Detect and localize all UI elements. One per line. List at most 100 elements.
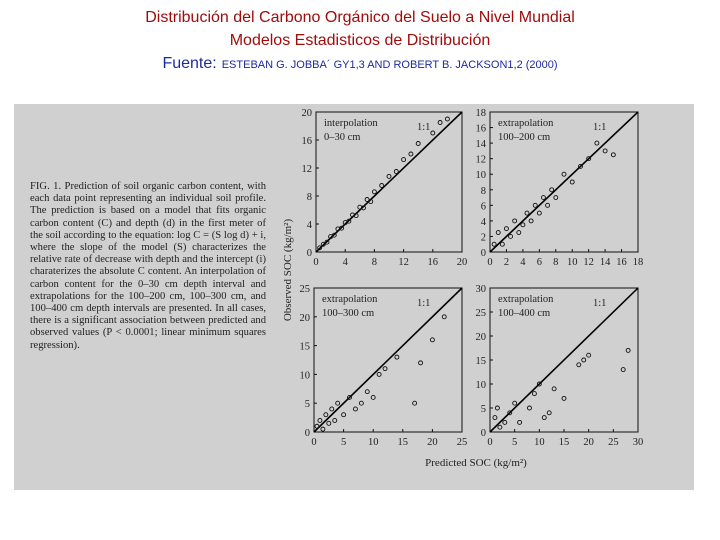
data-point: [581, 357, 587, 363]
x-tick-label: 4: [343, 257, 349, 268]
data-point: [577, 163, 583, 169]
y-tick-label: 20: [476, 332, 487, 343]
data-point: [492, 415, 498, 421]
data-point: [620, 367, 626, 373]
data-point: [499, 241, 505, 247]
y-tick-label: 16: [302, 136, 313, 147]
y-tick-label: 16: [476, 124, 487, 135]
y-tick-label: 10: [476, 170, 487, 181]
data-point: [553, 195, 559, 201]
data-point: [370, 394, 376, 400]
one-to-one-line: [313, 287, 463, 433]
data-point: [320, 426, 326, 432]
y-tick-label: 12: [302, 164, 313, 175]
data-point: [536, 381, 542, 387]
y-tick-label: 8: [307, 192, 312, 203]
data-point: [415, 141, 421, 146]
y-tick-label: 4: [481, 217, 487, 228]
y-tick-label: 25: [476, 308, 487, 319]
data-point: [371, 189, 377, 195]
data-point: [332, 418, 338, 423]
x-tick-label: 25: [457, 437, 468, 448]
data-point: [386, 173, 392, 179]
data-point: [323, 412, 329, 418]
x-tick-label: 10: [368, 437, 379, 448]
y-tick-label: 15: [300, 342, 311, 353]
data-point: [382, 366, 388, 372]
data-point: [430, 130, 436, 136]
figure-caption: FIG. 1. Prediction of soil organic carbo…: [30, 181, 266, 351]
y-tick-label: 0: [481, 428, 486, 439]
x-tick-label: 20: [583, 437, 594, 448]
data-point: [531, 391, 537, 397]
data-point: [364, 197, 370, 202]
data-point: [317, 418, 323, 423]
x-axis-label: Predicted SOC (kg/m²): [425, 457, 527, 469]
line-label: 1:1: [593, 122, 606, 133]
x-tick-label: 0: [487, 437, 492, 448]
line-label: 1:1: [417, 122, 430, 133]
title: Distribución del Carbono Orgánico del Su…: [145, 9, 575, 26]
x-tick-label: 16: [616, 257, 627, 268]
y-tick-label: 2: [481, 232, 486, 243]
y-axis-label: Observed SOC (kg/m²): [282, 219, 294, 322]
data-point: [444, 116, 450, 122]
data-point: [331, 232, 337, 238]
x-tick-label: 0: [311, 437, 316, 448]
data-point: [401, 157, 407, 163]
y-tick-label: 0: [305, 428, 310, 439]
data-point: [394, 354, 400, 360]
y-tick-label: 10: [300, 370, 311, 381]
data-point: [352, 406, 358, 412]
data-point: [536, 210, 542, 216]
data-point: [317, 245, 323, 251]
data-point: [502, 419, 508, 425]
data-point: [368, 199, 374, 205]
panel-label: interpolation: [324, 118, 378, 129]
data-point: [441, 314, 447, 320]
data-point: [561, 395, 567, 401]
data-point: [586, 352, 592, 358]
plot-frame: [489, 111, 639, 253]
data-point: [376, 371, 382, 377]
x-tick-label: 8: [372, 257, 377, 268]
panel-depth: 100–300 cm: [322, 308, 374, 319]
x-tick-label: 12: [583, 257, 594, 268]
data-point: [586, 156, 592, 162]
y-tick-label: 18: [476, 108, 487, 119]
y-tick-label: 10: [476, 380, 487, 391]
data-point: [346, 218, 352, 224]
data-point: [429, 337, 435, 343]
panel-depth: 100–400 cm: [498, 308, 550, 319]
y-tick-label: 0: [307, 248, 312, 259]
data-point: [494, 405, 500, 411]
x-tick-label: 5: [512, 437, 517, 448]
data-point: [569, 179, 575, 185]
x-tick-label: 20: [457, 257, 468, 268]
data-point: [625, 347, 631, 353]
panel-label: extrapolation: [498, 118, 554, 129]
source: ESTEBAN G. JOBBA´ GY1,3 AND ROBERT B. JA…: [222, 59, 558, 71]
data-point: [314, 423, 320, 429]
data-point: [508, 233, 514, 239]
source-line: Fuente: ESTEBAN G. JOBBA´ GY1,3 AND ROBER…: [162, 55, 557, 72]
data-point: [512, 218, 518, 224]
x-tick-label: 0: [487, 257, 492, 268]
data-point: [524, 210, 530, 216]
data-point: [527, 405, 532, 411]
data-point: [347, 394, 352, 400]
data-point: [379, 183, 385, 188]
data-point: [335, 400, 341, 406]
y-tick-label: 14: [476, 139, 487, 150]
data-point: [503, 226, 509, 232]
x-tick-label: 20: [427, 437, 438, 448]
x-tick-label: 10: [567, 257, 578, 268]
y-tick-label: 6: [481, 201, 486, 212]
y-tick-label: 0: [481, 248, 486, 259]
data-point: [358, 400, 364, 406]
line-label: 1:1: [593, 298, 606, 309]
data-point: [541, 415, 547, 421]
data-point: [546, 410, 552, 416]
y-tick-label: 20: [302, 108, 313, 119]
